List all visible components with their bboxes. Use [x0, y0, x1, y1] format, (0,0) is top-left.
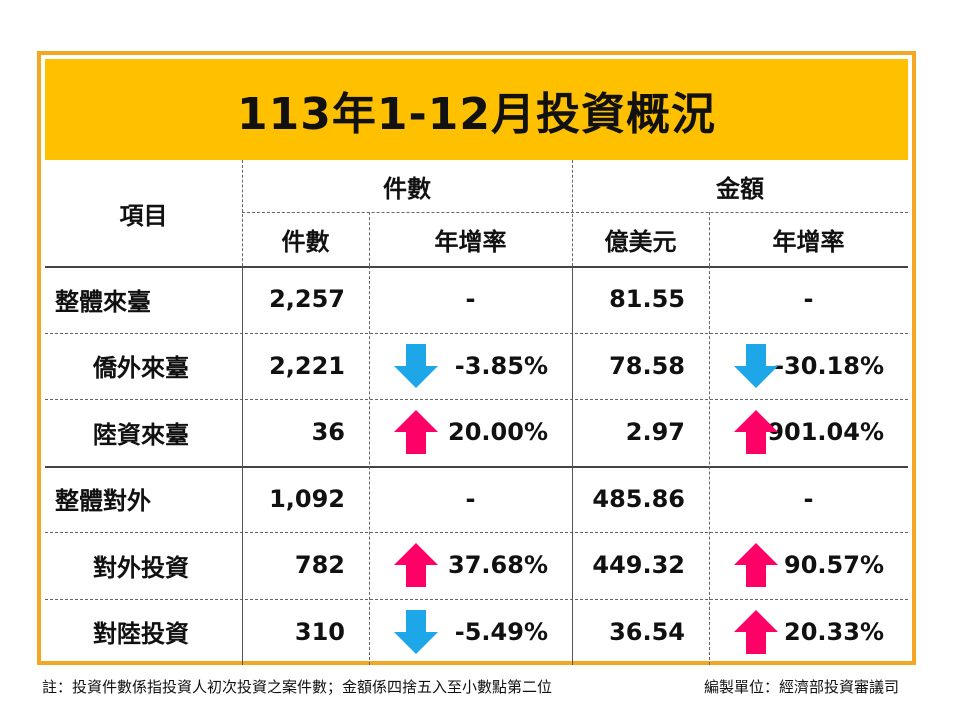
grid-line: [242, 266, 243, 665]
row-label: 陸資來臺: [93, 420, 189, 449]
grid-line: [709, 266, 710, 665]
title-band: 113年1-12月投資概況: [45, 59, 908, 160]
row-amount: 81.55: [609, 285, 685, 314]
row-amount: 485.86: [592, 484, 685, 513]
grid-line: [242, 212, 908, 213]
row-count: 2,221: [269, 351, 345, 380]
row-count: 1,092: [269, 484, 345, 513]
header-sub-count: 件數: [281, 227, 330, 256]
row-amount: 449.32: [592, 551, 685, 580]
up-arrow-icon: [733, 409, 779, 455]
row-label: 僑外來臺: [93, 354, 189, 383]
up-arrow-icon: [393, 542, 439, 588]
row-amount: 78.58: [609, 351, 685, 380]
row-amount-growth: -: [803, 285, 814, 314]
grid-line: [45, 266, 908, 268]
row-label: 對外投資: [93, 553, 189, 582]
grid-line: [45, 332, 908, 334]
down-arrow-icon: [393, 343, 439, 389]
down-arrow-icon: [733, 343, 779, 389]
row-amount-growth: 20.33%: [784, 617, 884, 646]
up-arrow-icon: [393, 409, 439, 455]
grid-line: [45, 598, 908, 600]
grid-line: [369, 212, 370, 266]
row-count: 36: [311, 418, 345, 447]
row-amount-growth: -30.18%: [774, 351, 884, 380]
row-count: 782: [294, 551, 345, 580]
row-count-growth: -5.49%: [454, 617, 548, 646]
header-group-count: 件數: [383, 174, 431, 203]
row-amount-growth: 90.57%: [784, 551, 884, 580]
grid-line: [242, 160, 243, 266]
header-sub-amount-growth: 年增率: [772, 227, 845, 256]
up-arrow-icon: [733, 609, 779, 655]
grid-line: [45, 465, 908, 468]
row-count-growth: -: [465, 285, 476, 314]
footnote: 註：投資件數係指投資人初次投資之案件數；金額係四捨五入至小數點第二位: [42, 678, 553, 696]
grid-line: [572, 160, 573, 266]
grid-line: [45, 399, 908, 400]
row-count: 310: [294, 617, 345, 646]
row-amount: 2.97: [625, 418, 685, 447]
row-count-growth: -3.85%: [454, 351, 548, 380]
row-label: 對陸投資: [93, 620, 189, 649]
investment-table: 項目 件數 金額 件數 年增率 億美元 年增率 整體來臺 2,257 - 81.55 -…: [45, 160, 908, 665]
grid-line: [45, 532, 908, 533]
row-amount: 36.54: [609, 617, 685, 646]
row-amount-growth: 901.04%: [767, 418, 884, 447]
grid-line: [369, 266, 370, 665]
up-arrow-icon: [733, 542, 779, 588]
grid-line: [572, 266, 573, 665]
row-count: 2,257: [269, 285, 345, 314]
summary-panel: 113年1-12月投資概況 項目 件數 金額 件數 年增率 億美元 年增率 整體…: [37, 51, 916, 665]
row-label: 整體來臺: [55, 287, 151, 316]
header-sub-count-growth: 年增率: [434, 227, 507, 256]
page-title: 113年1-12月投資概況: [237, 88, 716, 140]
row-count-growth: 20.00%: [448, 418, 548, 447]
header-item: 項目: [119, 201, 168, 230]
down-arrow-icon: [393, 609, 439, 655]
row-count-growth: 37.68%: [448, 551, 548, 580]
compiled-by: 編製單位：經濟部投資審議司: [704, 678, 900, 696]
row-label: 整體對外: [55, 487, 151, 516]
header-sub-amount: 億美元: [604, 227, 677, 256]
row-count-growth: -: [465, 484, 476, 513]
header-group-amount: 金額: [716, 174, 764, 203]
grid-line: [709, 212, 710, 266]
row-amount-growth: -: [803, 484, 814, 513]
